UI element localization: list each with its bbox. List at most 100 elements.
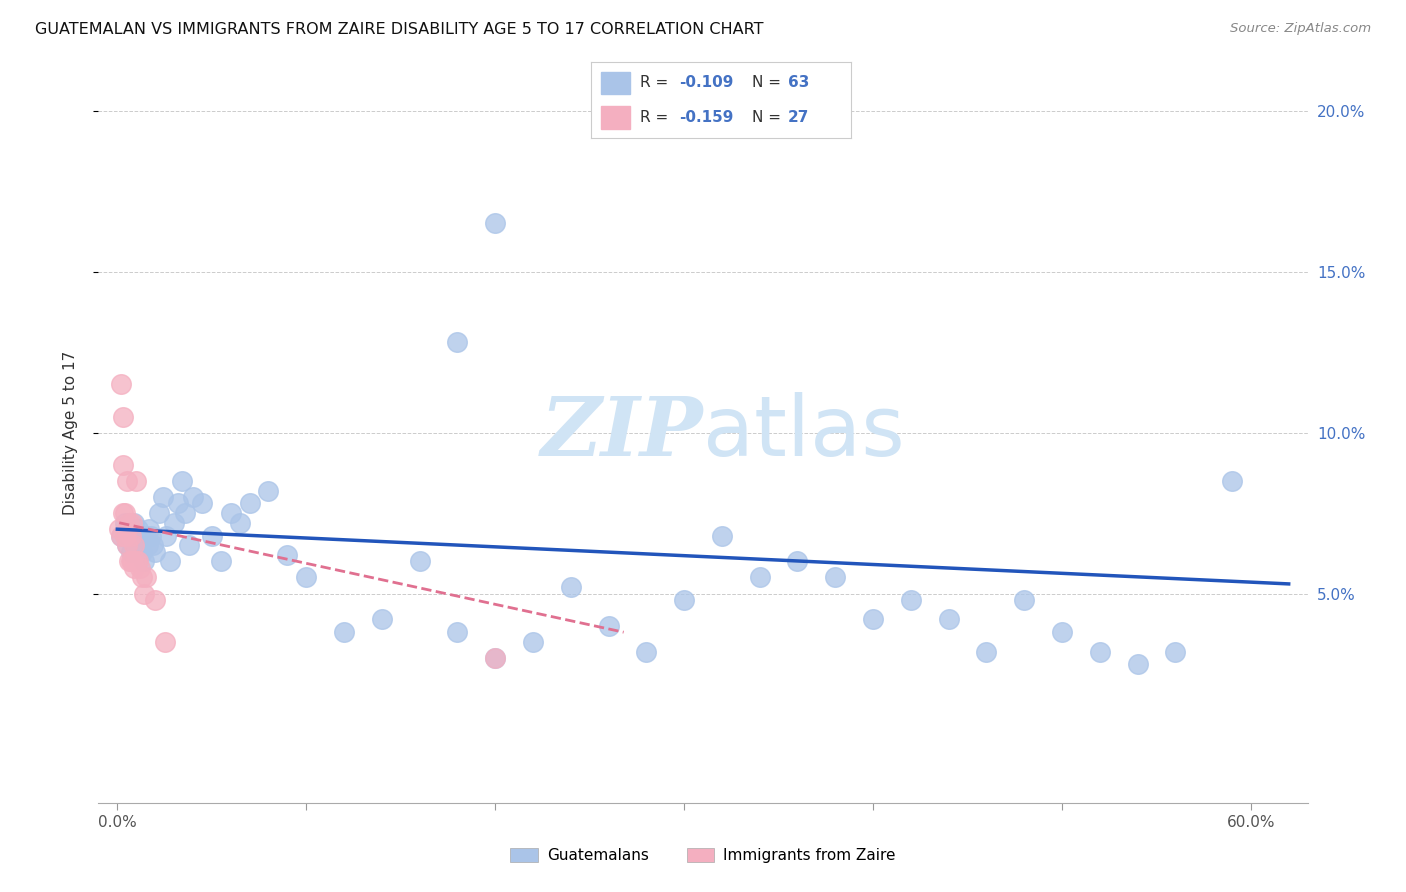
Point [710, 528, 733, 542]
Point [111, 409, 134, 424]
Point [108, 522, 131, 536]
Point [748, 570, 770, 584]
Point [111, 458, 134, 472]
Text: ZIP: ZIP [540, 392, 703, 473]
Point [114, 516, 136, 530]
Point [152, 490, 174, 504]
Text: R =: R = [640, 76, 673, 90]
Point [862, 612, 884, 626]
Bar [600, 71, 630, 95]
Point [120, 528, 142, 542]
Point [132, 586, 155, 600]
Point [166, 496, 188, 510]
Point [124, 516, 146, 530]
Point [125, 554, 148, 568]
Point [201, 528, 224, 542]
Point [124, 561, 146, 575]
Point [143, 545, 166, 559]
Point [276, 548, 298, 562]
Point [333, 625, 356, 640]
Point [1050, 625, 1073, 640]
Point [131, 545, 153, 559]
Point [1126, 657, 1149, 672]
Point [219, 506, 242, 520]
Point [110, 528, 132, 542]
Point [121, 516, 143, 530]
Point [111, 506, 134, 520]
Point [636, 644, 658, 658]
Point [120, 554, 142, 568]
Point [131, 570, 153, 584]
Point [900, 593, 922, 607]
Point [1088, 644, 1111, 658]
Point [229, 516, 252, 530]
Point [115, 538, 138, 552]
Point [121, 528, 143, 542]
Point [120, 545, 142, 559]
Point [408, 554, 430, 568]
Point [239, 496, 262, 510]
Point [598, 619, 620, 633]
Point [159, 554, 181, 568]
Point [136, 538, 159, 552]
Point [484, 651, 506, 665]
Point [484, 216, 506, 230]
Text: N =: N = [752, 111, 786, 125]
Text: atlas: atlas [703, 392, 904, 473]
Legend: Guatemalans, Immigrants from Zaire: Guatemalans, Immigrants from Zaire [503, 841, 903, 869]
Point [114, 506, 136, 520]
Point [1164, 644, 1187, 658]
Point [110, 377, 132, 392]
Point [522, 635, 544, 649]
Point [110, 528, 132, 542]
Point [124, 538, 146, 552]
Point [170, 474, 193, 488]
Point [121, 554, 143, 568]
Text: 27: 27 [789, 111, 810, 125]
Text: N =: N = [752, 76, 786, 90]
Point [125, 538, 148, 552]
Point [371, 612, 394, 626]
Point [181, 490, 204, 504]
Point [118, 554, 141, 568]
Point [209, 554, 232, 568]
Point [484, 651, 506, 665]
Point [673, 593, 696, 607]
Text: 63: 63 [789, 76, 810, 90]
Bar [600, 106, 630, 129]
Point [446, 335, 468, 350]
Point [118, 522, 141, 536]
Point [174, 506, 197, 520]
Point [786, 554, 808, 568]
Point [938, 612, 960, 626]
Point [118, 516, 141, 530]
Point [179, 538, 201, 552]
Point [135, 570, 157, 584]
Point [824, 570, 846, 584]
Point [143, 593, 166, 607]
Point [257, 483, 280, 498]
Text: GUATEMALAN VS IMMIGRANTS FROM ZAIRE DISABILITY AGE 5 TO 17 CORRELATION CHART: GUATEMALAN VS IMMIGRANTS FROM ZAIRE DISA… [35, 22, 763, 37]
Point [141, 528, 163, 542]
Point [115, 474, 138, 488]
Point [115, 538, 138, 552]
Point [1220, 474, 1243, 488]
Text: R =: R = [640, 111, 673, 125]
Text: -0.109: -0.109 [679, 76, 734, 90]
Point [148, 506, 170, 520]
Point [114, 528, 136, 542]
Point [446, 625, 468, 640]
Y-axis label: Disability Age 5 to 17: Disability Age 5 to 17 [63, 351, 77, 515]
Point [976, 644, 998, 658]
Point [135, 528, 157, 542]
Point [1012, 593, 1035, 607]
Point [560, 580, 582, 594]
Point [191, 496, 214, 510]
Point [127, 554, 149, 568]
Point [132, 554, 155, 568]
Point [115, 522, 138, 536]
Point [127, 522, 149, 536]
Point [155, 528, 177, 542]
Point [295, 570, 318, 584]
Point [129, 561, 152, 575]
